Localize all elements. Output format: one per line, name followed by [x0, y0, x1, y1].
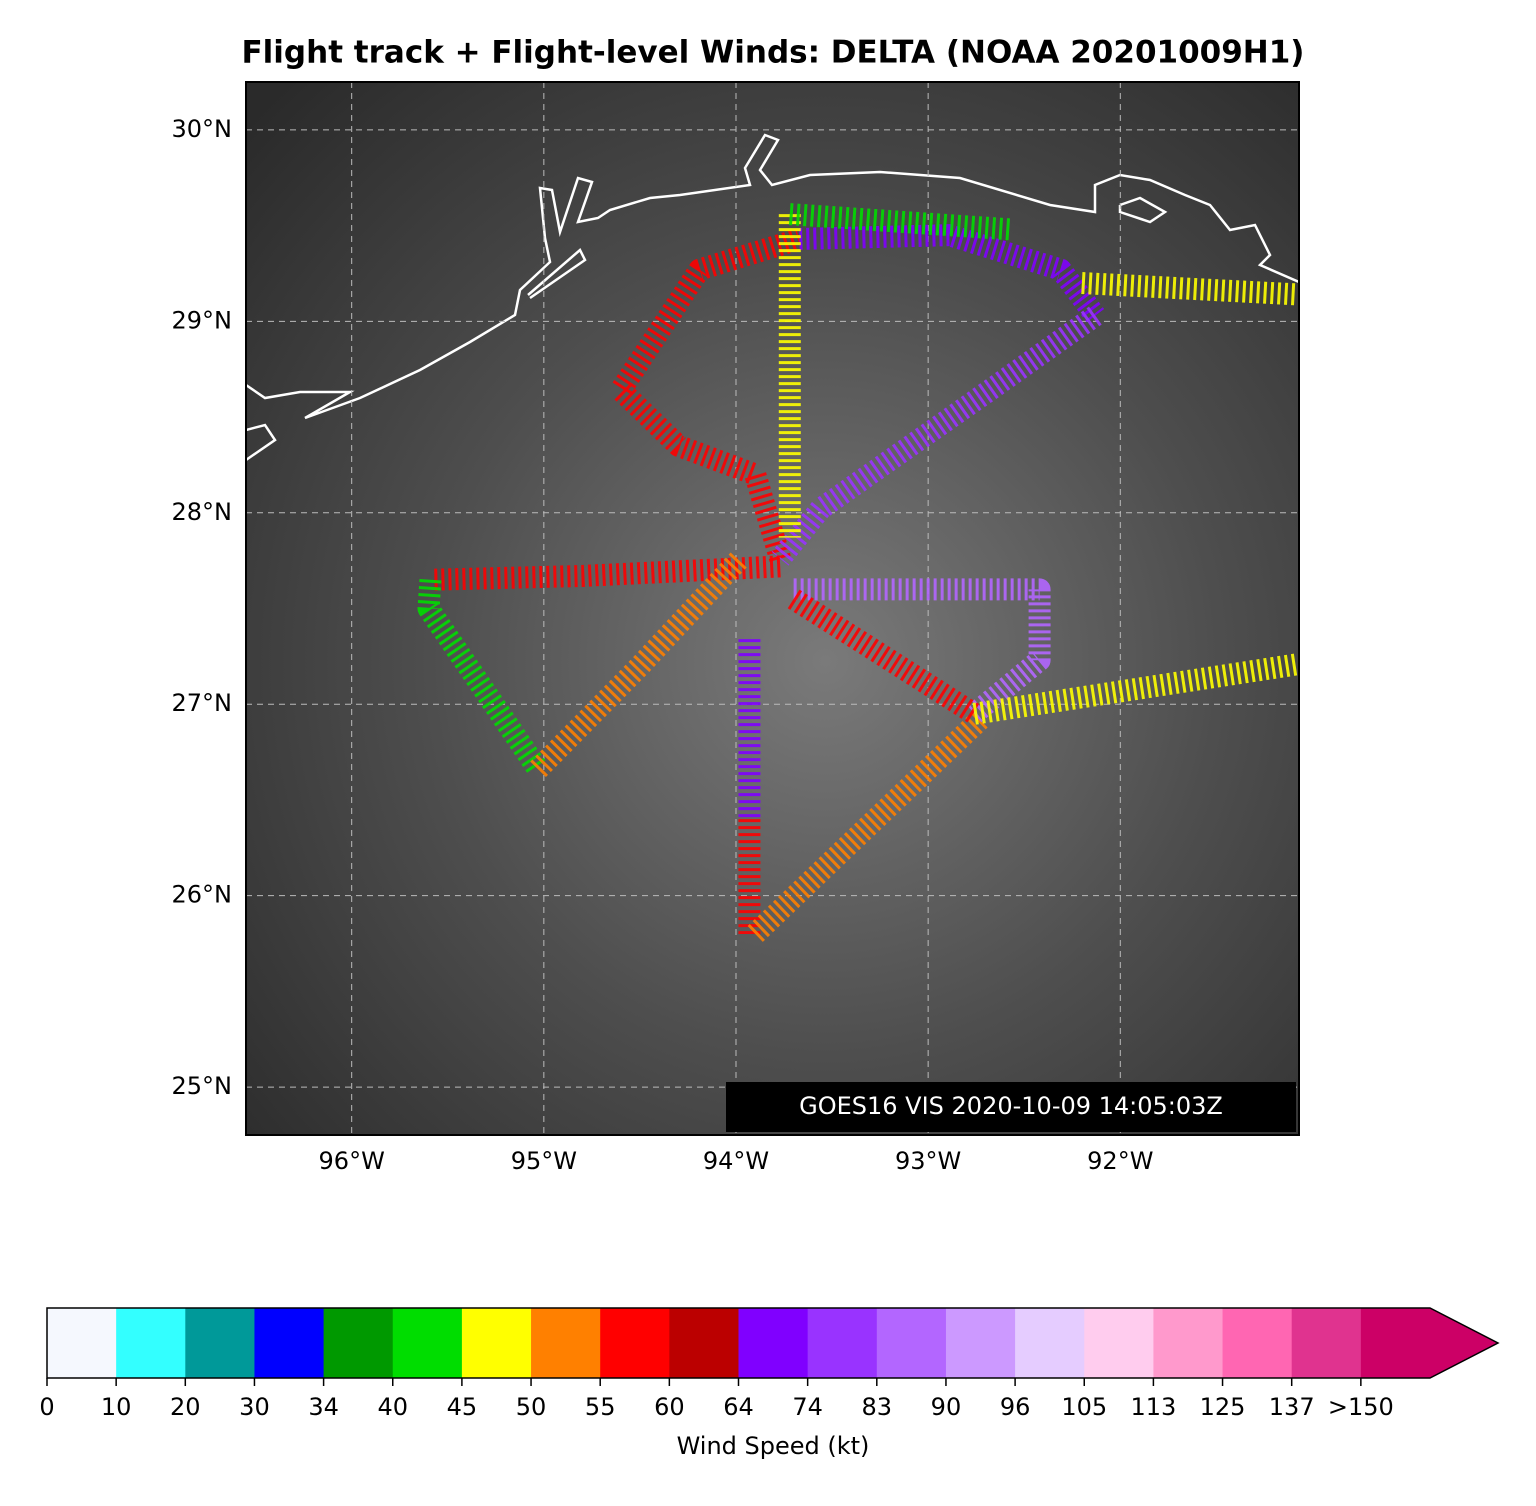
- colorbar-swatch: [807, 1308, 878, 1378]
- colorbar-frame: [46, 1307, 1500, 1379]
- colorbar-swatch: [600, 1308, 670, 1378]
- y-tick-label: 26°N: [172, 881, 233, 909]
- colorbar-tick-label: 50: [516, 1393, 547, 1421]
- colorbar-tick-label: 45: [447, 1393, 478, 1421]
- colorbar-swatch: [461, 1308, 532, 1378]
- colorbar-swatch: [531, 1308, 601, 1378]
- colorbar-swatch: [116, 1308, 186, 1378]
- flight-track: [799, 224, 1105, 323]
- colorbar-tick-label: 10: [101, 1393, 132, 1421]
- flight-track: [771, 306, 1102, 566]
- satellite-image: [246, 82, 1299, 1135]
- colorbar-tick-label: 113: [1130, 1393, 1176, 1421]
- colorbar-tick-label: 60: [654, 1393, 685, 1421]
- x-tick-label: 95°W: [511, 1147, 577, 1175]
- flight-track: [1081, 272, 1299, 306]
- colorbar-tick-label: 34: [308, 1393, 339, 1421]
- colorbar-tick-label: 40: [377, 1393, 408, 1421]
- flight-track: [793, 578, 1051, 723]
- colorbar-swatch: [1153, 1308, 1224, 1378]
- colorbar-tick-label: 125: [1200, 1393, 1246, 1421]
- colorbar-swatch: [323, 1308, 394, 1378]
- y-tick-label: 29°N: [172, 306, 233, 334]
- colorbar-tick-label: 64: [723, 1393, 754, 1421]
- y-tick-label: 28°N: [172, 498, 233, 526]
- colorbar-tick-label: 90: [931, 1393, 962, 1421]
- flight-track: [787, 589, 981, 724]
- flight-track: [972, 653, 1299, 725]
- colorbar-swatch: [1291, 1308, 1362, 1378]
- colorbar-swatch: [185, 1308, 255, 1378]
- y-tick-label: 25°N: [172, 1072, 233, 1100]
- map-layer: [246, 82, 1299, 1135]
- colorbar-swatch: [669, 1308, 739, 1378]
- colorbar-swatch: [876, 1308, 947, 1378]
- colorbar-tick-label: 20: [170, 1393, 201, 1421]
- colorbar-tick-label: 137: [1269, 1393, 1315, 1421]
- annotation-box: [726, 1082, 1296, 1132]
- coastline: [246, 133, 1299, 420]
- x-tick-label: 94°W: [703, 1147, 769, 1175]
- coastline: [246, 423, 277, 462]
- colorbar-swatch: [738, 1308, 809, 1378]
- plot-frame: [245, 81, 1300, 1136]
- colorbar-swatch: [1015, 1308, 1085, 1378]
- colorbar-extension: [1430, 1308, 1498, 1378]
- colorbar-tick-label: >150: [1328, 1393, 1394, 1421]
- y-tick-label: 30°N: [172, 115, 233, 143]
- colorbar-swatch: [1360, 1308, 1431, 1378]
- colorbar-tick-label: 55: [585, 1393, 616, 1421]
- colorbar-swatch: [47, 1308, 117, 1378]
- colorbar-tick-label: 105: [1061, 1393, 1107, 1421]
- chart-title: Flight track + Flight-level Winds: DELTA…: [242, 35, 1305, 71]
- colorbar-swatch: [945, 1308, 1016, 1378]
- coastline: [1118, 196, 1168, 224]
- coastline: [527, 248, 587, 300]
- flight-track: [747, 711, 988, 942]
- colorbar-swatch: [254, 1308, 325, 1378]
- x-tick-label: 96°W: [319, 1147, 385, 1175]
- flight-track: [417, 579, 548, 776]
- y-tick-label: 27°N: [172, 689, 233, 717]
- colorbar-tick-label: 30: [239, 1393, 270, 1421]
- colorbar-label: Wind Speed (kt): [677, 1432, 870, 1460]
- colorbar-tick-label: 96: [1000, 1393, 1031, 1421]
- colorbar-swatch: [392, 1308, 463, 1378]
- colorbar-tick-label: 0: [39, 1393, 54, 1421]
- colorbar-tick-label: 83: [862, 1393, 893, 1421]
- colorbar-swatch: [1084, 1308, 1154, 1378]
- flight-track: [430, 555, 781, 591]
- annotation: GOES16 VIS 2020-10-09 14:05:03Z: [799, 1092, 1223, 1120]
- x-tick-label: 92°W: [1087, 1147, 1153, 1175]
- flight-track: [789, 203, 1012, 241]
- x-tick-label: 93°W: [895, 1147, 961, 1175]
- colorbar-tick-label: 74: [792, 1393, 823, 1421]
- colorbar-swatch: [1222, 1308, 1293, 1378]
